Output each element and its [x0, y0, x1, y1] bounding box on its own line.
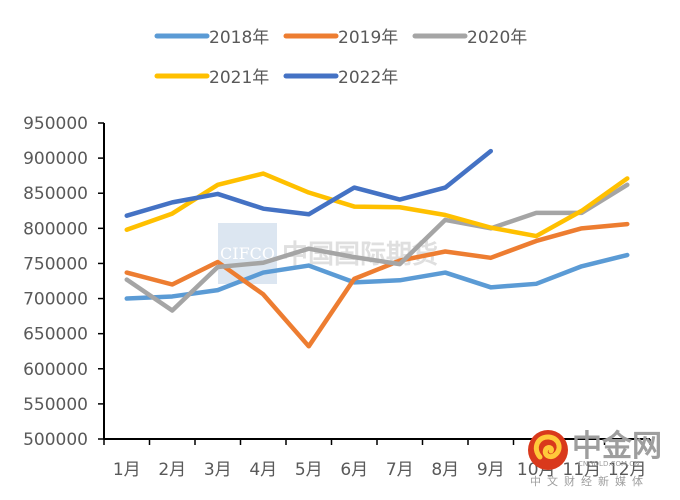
- y-tick-label: 750000: [23, 254, 88, 274]
- y-tick-label: 850000: [23, 184, 88, 204]
- y-tick-label: 550000: [23, 395, 88, 415]
- series-lines: [124, 148, 630, 349]
- x-tick-label: 5月: [295, 460, 323, 480]
- series-line-2021: [124, 171, 630, 239]
- x-tick-label: 9月: [477, 460, 505, 480]
- logo-tagline: 中文财经新媒体: [530, 474, 649, 488]
- x-tick-label: 3月: [204, 460, 232, 480]
- y-tick-label: 650000: [23, 325, 88, 345]
- legend-item: 2019年: [283, 28, 398, 48]
- logo-name: 中金网: [572, 429, 662, 464]
- x-tick-label: 7月: [386, 460, 414, 480]
- watermark-brand-en: CIFCO: [220, 244, 275, 263]
- legend-label: 2019年: [338, 28, 398, 48]
- y-tick-label: 600000: [23, 360, 88, 380]
- x-tick-label: 11月: [562, 460, 601, 480]
- x-tick-label: 12月: [608, 460, 647, 480]
- x-tick-label: 6月: [340, 460, 368, 480]
- legend-label: 2020年: [467, 28, 527, 48]
- y-tick-label: 950000: [23, 114, 88, 134]
- cngold-logo: 中金网 CNGOLD.COM.CN 中文财经新媒体: [528, 429, 662, 488]
- y-tick-label: 700000: [23, 290, 88, 310]
- y-tick-label: 900000: [23, 149, 88, 169]
- x-tick-label: 4月: [249, 460, 277, 480]
- legend-label: 2022年: [338, 68, 398, 88]
- logo-swirl-icon: [533, 434, 562, 460]
- x-ticks: 1月 2月 3月 4月 5月 6月 7月 8月 9月 10月 11月 12月: [103, 439, 651, 480]
- logo-url: CNGOLD.COM.CN: [578, 460, 639, 468]
- legend-item: 2018年: [154, 28, 269, 48]
- y-tick-label: 500000: [23, 430, 88, 450]
- x-tick-label: 2月: [158, 460, 186, 480]
- series-line-2020: [124, 182, 630, 313]
- y-ticks: 500000 550000 600000 650000 700000 750000 8000…: [23, 114, 104, 450]
- legend-label: 2021年: [209, 68, 269, 88]
- legend: 2018年 2019年 2020年 2021年 2022年: [154, 28, 527, 88]
- series-line-2018: [124, 252, 630, 301]
- legend-label: 2018年: [209, 28, 269, 48]
- y-tick-label: 800000: [23, 219, 88, 239]
- x-tick-label: 8月: [431, 460, 459, 480]
- x-tick-label: 1月: [113, 460, 141, 480]
- legend-item: 2021年: [154, 68, 269, 88]
- legend-item: 2020年: [412, 28, 527, 48]
- legend-item: 2022年: [283, 68, 398, 88]
- series-line-2019: [124, 221, 630, 349]
